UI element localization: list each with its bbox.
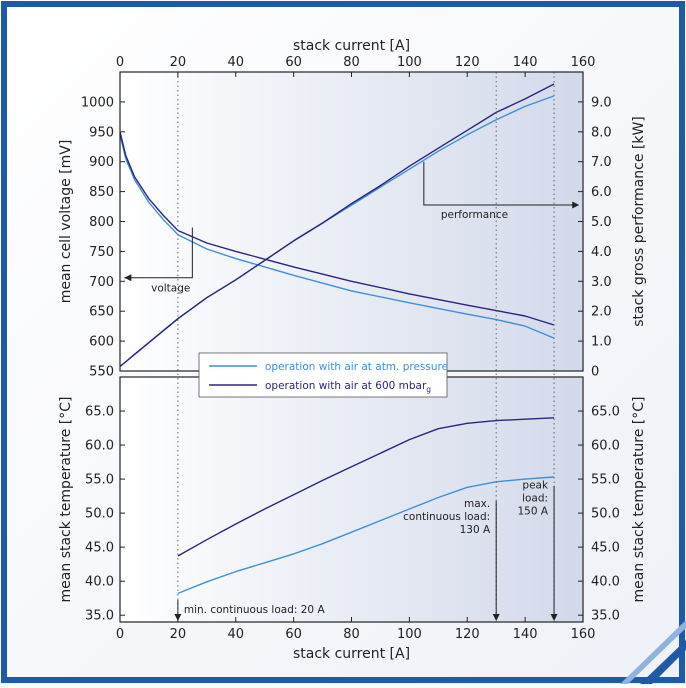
x-tick-label-bottom: 20	[170, 627, 187, 642]
x-tick-label-top: 160	[571, 55, 596, 70]
x-tick-label-top: 120	[455, 55, 480, 70]
series-line-voltage-0	[119, 134, 555, 339]
performance-arrowhead	[572, 201, 580, 209]
y-tick-label-temperature-left: 45.0	[85, 541, 114, 556]
x-tick-label-top: 140	[513, 55, 538, 70]
x-tick-label-bottom: 0	[116, 627, 124, 642]
y-tick-label-voltage: 900	[89, 155, 114, 170]
performance-pointer	[423, 161, 578, 206]
y-tick-label-voltage: 750	[89, 245, 114, 260]
y-tick-label-voltage: 950	[89, 125, 114, 140]
y-tick-label-temperature-right: 60.0	[591, 439, 620, 454]
x-tick-label-top: 20	[170, 55, 187, 70]
x-tick-label-bottom: 140	[513, 627, 538, 642]
x-tick-label-bottom: 60	[285, 627, 302, 642]
max-load-annotation: max.	[464, 498, 490, 510]
y-tick-label-performance: 3.0	[591, 275, 612, 290]
y-tick-label-voltage: 700	[89, 275, 114, 290]
bottom-plot-area	[120, 377, 583, 622]
x-tick-label-top: 60	[285, 55, 302, 70]
series-line-temperature-0	[177, 476, 555, 595]
corner-accent	[640, 640, 686, 684]
y-tick-label-temperature-right: 65.0	[591, 405, 620, 420]
max-load-annotation: continuous load:	[403, 511, 490, 523]
y-tick-label-temperature-left: 50.0	[85, 507, 114, 522]
y-tick-label-temperature-left: 55.0	[85, 473, 114, 488]
y-tick-label-temperature-right: 50.0	[591, 507, 620, 522]
y-axis-label-temperature-right: mean stack temperature [°C]	[631, 397, 647, 603]
y-tick-label-performance: 5.0	[591, 215, 612, 230]
y-tick-label-voltage: 650	[89, 305, 114, 320]
y-tick-label-voltage: 1000	[81, 95, 114, 110]
y-axis-label-performance: stack gross performance [kW]	[631, 116, 647, 327]
y-tick-label-performance: 1.0	[591, 335, 612, 350]
y-tick-label-temperature-right: 45.0	[591, 541, 620, 556]
x-tick-label-bottom: 120	[455, 627, 480, 642]
x-axis-label-bottom: stack current [A]	[293, 646, 410, 662]
y-tick-label-performance: 2.0	[591, 305, 612, 320]
y-tick-label-voltage: 850	[89, 185, 114, 200]
performance-annotation: performance	[441, 209, 508, 221]
y-axis-label-voltage: mean cell voltage [mV]	[58, 140, 74, 304]
series-line-performance-3	[119, 83, 555, 368]
max-load-arrowhead	[492, 614, 500, 621]
x-tick-label-bottom: 100	[397, 627, 422, 642]
y-tick-label-temperature-left: 65.0	[85, 405, 114, 420]
min-load-arrowhead	[174, 614, 182, 621]
peak-load-arrowhead	[550, 614, 558, 621]
x-tick-label-top: 100	[397, 55, 422, 70]
y-tick-label-performance: 6.0	[591, 185, 612, 200]
y-tick-label-voltage: 800	[89, 215, 114, 230]
y-tick-label-voltage: 600	[89, 335, 114, 350]
y-tick-label-temperature-left: 35.0	[85, 609, 114, 624]
y-tick-label-performance: 0	[591, 365, 599, 380]
voltage-pointer	[124, 227, 193, 279]
corner-accent-light	[620, 620, 686, 684]
x-tick-label-bottom: 40	[227, 627, 244, 642]
x-tick-label-bottom: 80	[343, 627, 360, 642]
y-tick-label-performance: 9.0	[591, 95, 612, 110]
y-tick-label-temperature-right: 35.0	[591, 609, 620, 624]
min-load-annotation: min. continuous load: 20 A	[184, 604, 326, 616]
y-tick-label-temperature-right: 40.0	[591, 575, 620, 590]
x-tick-label-top: 40	[227, 55, 244, 70]
voltage-annotation: voltage	[151, 283, 190, 295]
voltage-arrowhead	[124, 274, 132, 282]
peak-load-annotation: 150 A	[518, 506, 549, 518]
peak-load-annotation: load:	[522, 493, 548, 505]
x-axis-label-top: stack current [A]	[293, 38, 410, 54]
y-tick-label-performance: 8.0	[591, 125, 612, 140]
x-tick-label-bottom: 160	[571, 627, 596, 642]
legend-subscript: g	[426, 385, 431, 394]
top-plot-area	[120, 72, 583, 371]
y-tick-label-temperature-right: 55.0	[591, 473, 620, 488]
series-line-temperature-1	[177, 417, 555, 557]
x-tick-label-top: 80	[343, 55, 360, 70]
max-load-annotation: 130 A	[460, 524, 491, 536]
y-tick-label-performance: 7.0	[591, 155, 612, 170]
y-tick-label-voltage: 550	[89, 365, 114, 380]
y-axis-label-temperature-left: mean stack temperature [°C]	[58, 397, 74, 603]
y-tick-label-performance: 4.0	[591, 245, 612, 260]
legend-box	[198, 352, 448, 398]
y-tick-label-temperature-left: 40.0	[85, 575, 114, 590]
peak-load-annotation: peak	[522, 480, 549, 492]
y-tick-label-temperature-left: 60.0	[85, 439, 114, 454]
series-line-voltage-1	[119, 131, 555, 326]
legend-label-atm: operation with air at atm. pressure	[265, 361, 448, 373]
legend-label-mbar: operation with air at 600 mbarg	[265, 380, 431, 394]
x-tick-label-top: 0	[116, 55, 124, 70]
